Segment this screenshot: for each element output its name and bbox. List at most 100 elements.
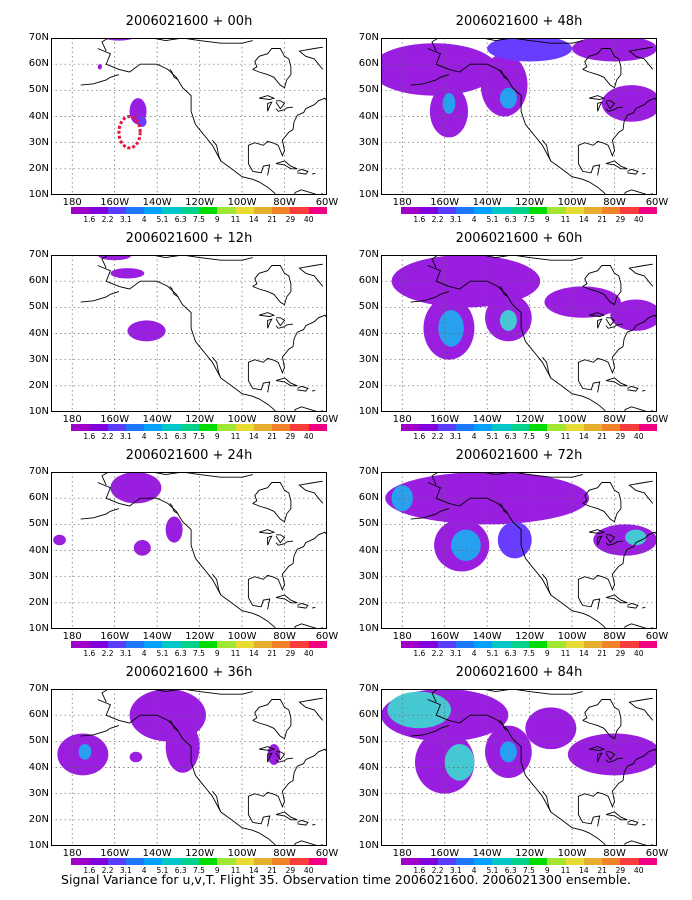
colorbar-swatch xyxy=(272,207,291,214)
colorbar-swatch xyxy=(474,858,493,865)
colorbar-swatch xyxy=(620,207,640,214)
coastline xyxy=(605,811,628,821)
colorbar-swatch xyxy=(89,858,109,865)
colorbar-swatch xyxy=(253,858,273,865)
lat-tick-label: 50N xyxy=(358,84,379,96)
lon-tick-label: 60W xyxy=(645,414,669,425)
coastline xyxy=(628,697,654,721)
map-panel: 2006021600 + 60h 10N 20N 30N 40N 50N 60N 70N 180… xyxy=(346,225,692,442)
colorbar-label: 9 xyxy=(214,649,220,658)
colorbar-label: 29 xyxy=(285,215,296,224)
coastline xyxy=(597,752,603,763)
lon-tick-label: 80W xyxy=(273,414,296,425)
coastline xyxy=(267,318,273,329)
lon-tick-label: 80W xyxy=(603,197,626,208)
colorbar-label: 11 xyxy=(230,432,241,441)
colorbar-label: 9 xyxy=(214,432,220,441)
colorbar-label: 9 xyxy=(544,649,550,658)
colorbar-swatch xyxy=(583,207,603,214)
map-frame xyxy=(381,255,657,412)
coastline xyxy=(499,720,509,732)
colorbar-label: 9 xyxy=(214,866,220,875)
lon-tick-label: 160W xyxy=(100,848,130,859)
variance-region xyxy=(110,268,145,279)
colorbar-label: 29 xyxy=(615,649,626,658)
colorbar-swatch xyxy=(71,207,90,214)
variance-region xyxy=(610,299,657,331)
lon-tick-label: 160W xyxy=(100,197,130,208)
colorbar-label: 29 xyxy=(285,866,296,875)
colorbar-label: 1.6 xyxy=(413,649,426,658)
lon-tick-label: 60W xyxy=(645,848,669,859)
colorbar-label: 1.6 xyxy=(83,215,96,224)
colorbar-label: 6.3 xyxy=(174,215,187,224)
coastline xyxy=(275,757,294,763)
colorbar-label: 40 xyxy=(303,432,314,441)
variance-region xyxy=(525,707,577,750)
colorbar-swatch xyxy=(510,207,530,214)
lat-tick-label: 40N xyxy=(28,544,49,556)
variance-region xyxy=(78,743,92,760)
coastline xyxy=(212,139,222,162)
colorbar-label: 11 xyxy=(560,866,571,875)
colorbar-swatch xyxy=(71,858,90,865)
colorbar: 1.6 2.2 3.1 4 5.1 6.3 7.5 9 11 14 21 29 40 xyxy=(401,641,658,658)
coastline xyxy=(605,751,616,761)
coastline xyxy=(427,48,607,195)
coastline xyxy=(582,699,622,740)
variance-region xyxy=(129,751,143,763)
colorbar-swatch xyxy=(401,641,420,648)
coastline xyxy=(627,602,639,609)
colorbar-swatch xyxy=(455,424,475,431)
coastline xyxy=(427,699,607,846)
colorbar-swatch xyxy=(235,858,255,865)
colorbar-label: 5.1 xyxy=(156,866,169,875)
variance-region xyxy=(625,529,647,546)
colorbar-label: 14 xyxy=(249,215,259,224)
colorbar-label: 5.1 xyxy=(486,866,499,875)
lat-tick-label: 10N xyxy=(28,623,49,634)
colorbar-label: 1.6 xyxy=(413,866,426,875)
coastline xyxy=(80,725,120,737)
coastline xyxy=(605,160,628,170)
variance-region xyxy=(387,691,452,729)
map-panel: 2006021600 + 72h 10N 20N 30N 40N 50N 60N 70N 180… xyxy=(346,442,692,659)
colorbar-swatch xyxy=(308,641,328,648)
colorbar-label: 5.1 xyxy=(486,215,499,224)
colorbar-swatch xyxy=(565,207,585,214)
lon-tick-label: 160W xyxy=(100,631,130,642)
colorbar-label: 4 xyxy=(471,215,477,224)
colorbar-swatch xyxy=(290,424,310,431)
coastline xyxy=(311,823,316,826)
colorbar-swatch xyxy=(602,858,621,865)
colorbar-label: 5.1 xyxy=(156,649,169,658)
coastline xyxy=(247,587,271,610)
lat-tick-label: 30N xyxy=(358,787,379,799)
coastline xyxy=(542,790,552,813)
lon-tick-label: 180 xyxy=(392,197,412,208)
colorbar-swatch xyxy=(89,641,109,648)
coastline xyxy=(499,286,509,298)
coastline xyxy=(641,172,646,175)
colorbar-label: 40 xyxy=(633,432,644,441)
colorbar-swatch xyxy=(529,424,548,431)
coastline xyxy=(627,385,639,392)
variance-region xyxy=(487,38,573,62)
lat-tick-label: 40N xyxy=(28,761,49,773)
coastline xyxy=(258,312,276,317)
lat-tick-label: 60N xyxy=(358,58,379,70)
variance-region xyxy=(499,309,517,331)
lon-tick-label: 120W xyxy=(185,414,215,425)
map-frame xyxy=(51,472,327,629)
colorbar-swatch xyxy=(144,858,163,865)
lat-tick-label: 50N xyxy=(358,301,379,313)
lat-tick-label: 40N xyxy=(28,327,49,339)
colorbar-swatch xyxy=(565,641,585,648)
lon-tick-label: 60W xyxy=(315,197,339,208)
colorbar-swatch xyxy=(602,207,621,214)
lon-tick-label: 180 xyxy=(62,631,82,642)
coastline xyxy=(247,97,327,158)
coastline xyxy=(627,819,639,826)
coastline xyxy=(258,95,276,100)
colorbar-label: 21 xyxy=(597,432,607,441)
